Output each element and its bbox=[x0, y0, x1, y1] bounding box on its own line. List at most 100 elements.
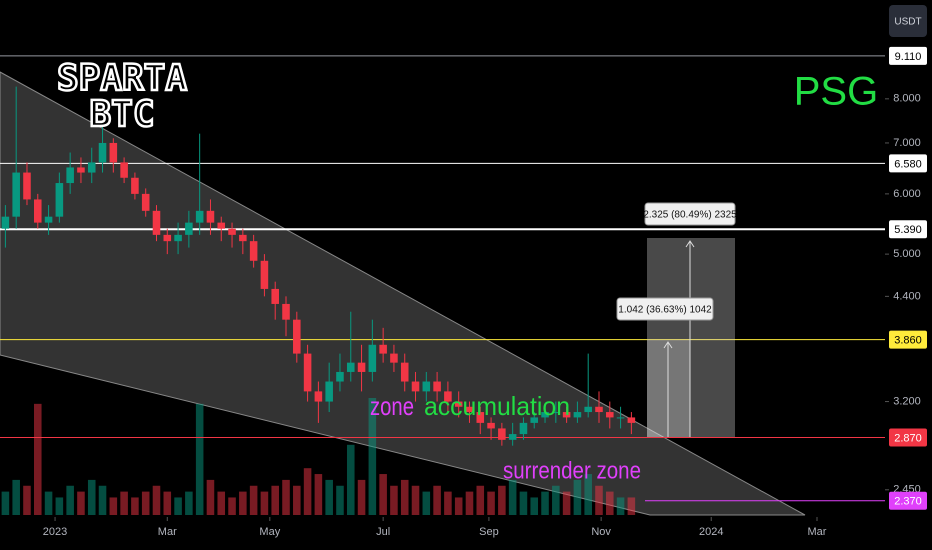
volume-bar bbox=[606, 491, 614, 515]
volume-bar bbox=[1, 491, 10, 515]
volume-bar bbox=[152, 485, 161, 515]
level-label-box bbox=[889, 220, 927, 239]
x-tick-label: Mar bbox=[808, 526, 827, 538]
measure-label-box bbox=[616, 297, 714, 321]
candle-body bbox=[152, 210, 161, 235]
volume-bar bbox=[98, 485, 107, 515]
volume-bar bbox=[346, 444, 355, 515]
volume-bar bbox=[228, 497, 236, 515]
candle-body bbox=[87, 162, 96, 173]
volume-bar bbox=[444, 491, 452, 515]
annotation: accumulation bbox=[424, 391, 570, 421]
volume-bar bbox=[271, 485, 279, 515]
candle-body bbox=[120, 162, 128, 178]
candle-body bbox=[66, 167, 74, 184]
logo: SPARTA bbox=[57, 58, 187, 99]
candle-body bbox=[422, 381, 431, 392]
level-label-box bbox=[889, 154, 927, 173]
candle-body bbox=[487, 422, 495, 429]
volume-bar bbox=[174, 497, 182, 515]
measure-label: 2.325 (80.49%) 2325 bbox=[643, 210, 737, 221]
volume-bar bbox=[185, 491, 193, 515]
volume-bar bbox=[552, 485, 560, 515]
volume-bar bbox=[249, 485, 258, 515]
currency-box bbox=[889, 5, 927, 37]
volume-bar bbox=[87, 479, 96, 515]
candle-body bbox=[433, 381, 441, 392]
candle-body bbox=[519, 422, 528, 435]
candle-body bbox=[1, 216, 10, 229]
annotation: surrender zone bbox=[503, 457, 641, 484]
candle-body bbox=[163, 234, 172, 242]
volume-bar bbox=[541, 491, 549, 515]
x-tick-label: Mar bbox=[158, 526, 177, 538]
candle-body bbox=[228, 228, 236, 235]
volume-bar bbox=[109, 497, 118, 515]
candle-body bbox=[454, 401, 463, 407]
level-label-box bbox=[889, 46, 927, 65]
volume-bar bbox=[616, 497, 625, 515]
candle-body bbox=[368, 344, 377, 372]
volume-bar bbox=[12, 479, 20, 515]
volume-bar bbox=[23, 485, 31, 515]
level-label: 5.390 bbox=[894, 224, 922, 236]
candle-body bbox=[217, 222, 226, 229]
candle-body bbox=[174, 234, 182, 242]
candle-body bbox=[249, 241, 258, 261]
candle-body bbox=[239, 234, 247, 242]
measure-arrow bbox=[663, 341, 673, 349]
annotation: zone bbox=[370, 391, 414, 421]
candle-body bbox=[400, 362, 409, 382]
volume-bar bbox=[465, 491, 474, 515]
candle-body bbox=[541, 412, 549, 418]
symbol: PSG bbox=[794, 70, 878, 114]
candle-body bbox=[131, 177, 139, 194]
measure-label: 1.042 (36.63%) 1042 bbox=[618, 305, 712, 316]
candle-body bbox=[606, 412, 614, 418]
y-tick-label: 4.400 bbox=[893, 290, 921, 302]
volume-bar bbox=[260, 491, 269, 515]
level-label: 6.580 bbox=[894, 158, 922, 170]
x-tick-label: May bbox=[259, 526, 280, 538]
candle-body bbox=[293, 319, 301, 354]
volume-bar bbox=[530, 497, 539, 515]
volume-bar bbox=[77, 491, 85, 515]
level-label: 9.110 bbox=[895, 51, 922, 63]
candle-body bbox=[573, 412, 582, 418]
level-label: 2.870 bbox=[894, 432, 922, 444]
candle-body bbox=[336, 371, 344, 382]
candle-body bbox=[314, 391, 323, 402]
candle-body bbox=[627, 417, 636, 423]
candle-body bbox=[44, 216, 53, 223]
volume-bar bbox=[595, 485, 603, 515]
volume-bar bbox=[293, 485, 301, 515]
volume-bar bbox=[217, 491, 226, 515]
candle-body bbox=[465, 406, 474, 413]
y-tick-label: 7.000 bbox=[893, 137, 921, 149]
x-tick-label: 2024 bbox=[699, 526, 723, 538]
volume-bar bbox=[498, 485, 506, 515]
candle-body bbox=[195, 210, 204, 223]
volume-bar bbox=[33, 403, 42, 515]
y-tick-label: 3.200 bbox=[893, 395, 921, 407]
logo: BTC bbox=[89, 94, 154, 135]
candle-body bbox=[23, 172, 31, 200]
level-label: 2.370 bbox=[894, 496, 922, 508]
volume-bar bbox=[325, 479, 333, 515]
volume-bar bbox=[141, 491, 150, 515]
volume-bar bbox=[368, 398, 377, 515]
volume-bar bbox=[411, 485, 420, 515]
candle-body bbox=[411, 381, 420, 392]
currency: USDT bbox=[894, 17, 921, 28]
candle-body bbox=[33, 199, 42, 223]
candle-body bbox=[379, 344, 387, 354]
y-tick-label: 6.000 bbox=[893, 188, 921, 200]
x-tick-label: Nov bbox=[591, 526, 611, 538]
volume-bar bbox=[476, 485, 485, 515]
candle-body bbox=[562, 412, 571, 418]
volume-bar bbox=[584, 474, 592, 515]
candle-body bbox=[98, 142, 107, 163]
volume-bar bbox=[131, 497, 139, 515]
